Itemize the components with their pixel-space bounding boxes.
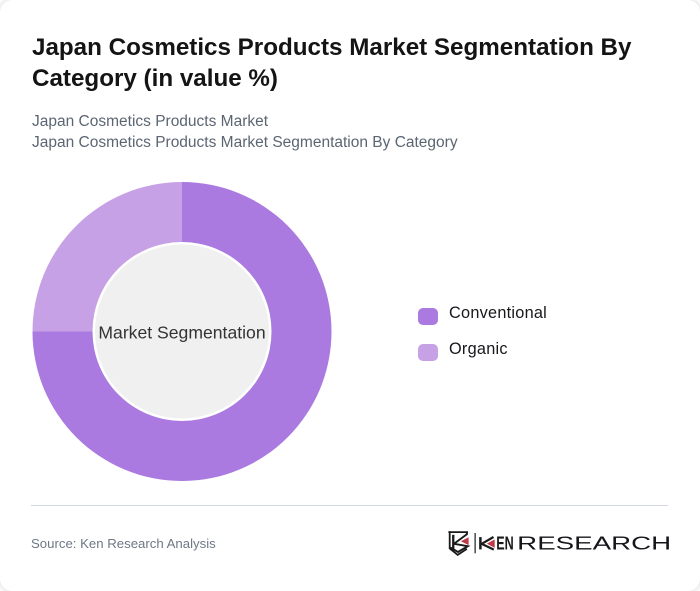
svg-text:Market Segmentation: Market Segmentation: [98, 323, 265, 343]
svg-text:RESEARCH: RESEARCH: [517, 533, 671, 554]
svg-text:EN: EN: [496, 533, 514, 554]
